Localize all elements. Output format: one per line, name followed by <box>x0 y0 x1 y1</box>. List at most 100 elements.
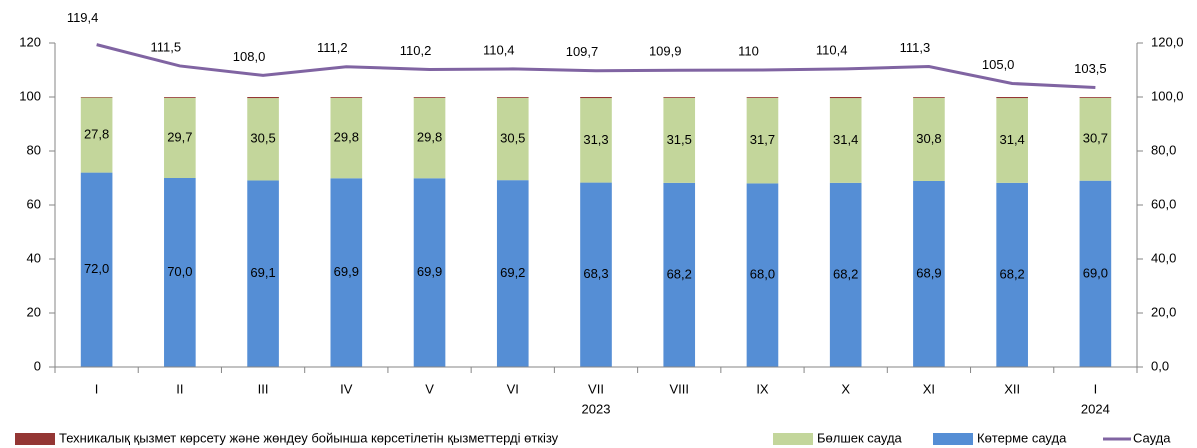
data-label: 29,7 <box>167 129 192 144</box>
bar-segment <box>164 97 196 178</box>
legend-label: Көтерме сауда <box>977 430 1067 445</box>
y2-tick-label: 40,0 <box>1151 250 1176 265</box>
data-label: 70,0 <box>167 264 192 279</box>
x-tick-label: IX <box>756 381 769 396</box>
bar-segment <box>1079 97 1112 181</box>
data-label: 30,7 <box>1083 131 1108 146</box>
bar-segment <box>247 97 279 99</box>
data-label: 29,8 <box>334 129 359 144</box>
x-tick-label: X <box>841 381 850 396</box>
data-label: 31,3 <box>583 132 608 147</box>
bar-segment <box>913 97 945 98</box>
data-label: 30,5 <box>500 130 525 145</box>
y2-tick-label: 20,0 <box>1151 304 1176 319</box>
data-label: 110,2 <box>400 43 432 58</box>
data-label: 105,0 <box>982 57 1015 72</box>
y-tick-label: 100 <box>19 88 41 103</box>
data-label: 111,2 <box>317 40 348 55</box>
bar-segment <box>746 97 779 98</box>
bar-segment <box>80 97 113 98</box>
bar-segment <box>413 178 446 367</box>
y-tick-label: 120 <box>19 34 41 49</box>
bar-segment <box>746 183 779 367</box>
data-label: 29,8 <box>417 129 442 144</box>
bar-segment <box>164 178 196 367</box>
bar-segment <box>164 97 196 98</box>
bar-segment <box>663 182 696 367</box>
data-label: 69,0 <box>1083 265 1108 280</box>
data-label: 109,7 <box>566 44 599 59</box>
x-tick-label: I <box>1094 381 1098 396</box>
bar-segment <box>247 98 279 181</box>
data-label: 69,1 <box>250 265 275 280</box>
x-tick-label: XII <box>1004 381 1020 396</box>
data-label: 109,9 <box>649 44 682 59</box>
x-tick-label: VIII <box>669 381 689 396</box>
bar-segment <box>580 97 612 99</box>
y-tick-label: 20 <box>27 304 41 319</box>
data-label: 31,7 <box>750 132 775 147</box>
bar-segment <box>996 98 1028 183</box>
bar-segment <box>663 97 696 98</box>
line-series <box>96 43 1096 90</box>
legend-label: Техникалық қызмет көрсету және жөндеу бо… <box>59 430 559 445</box>
bar-segment <box>829 182 862 367</box>
bar-segment <box>580 182 612 367</box>
bar-segment <box>1079 97 1112 98</box>
bar-segment <box>80 172 113 367</box>
data-label: 111,3 <box>900 40 931 55</box>
legend-label: Бөлшек сауда <box>817 430 903 445</box>
bar-segment <box>413 97 446 179</box>
x-tick-label: V <box>425 381 434 396</box>
legend-swatch <box>15 433 55 445</box>
bar-segment <box>80 97 113 173</box>
y2-tick-label: 0,0 <box>1151 358 1169 373</box>
bar-segment <box>913 180 945 367</box>
x-tick-label: I <box>95 381 99 396</box>
data-label: 69,9 <box>334 264 359 279</box>
bar-segment <box>580 98 612 183</box>
data-label: 68,2 <box>833 266 858 281</box>
data-label: 68,2 <box>999 266 1024 281</box>
bar-segment <box>330 97 363 98</box>
data-label: 110,4 <box>483 42 515 57</box>
legend-label: Сауда <box>1133 430 1171 445</box>
y-tick-label: 40 <box>27 250 41 265</box>
data-label: 30,5 <box>250 131 275 146</box>
x-tick-label: XI <box>923 381 935 396</box>
data-label: 110 <box>738 43 759 58</box>
bar-segment <box>996 97 1028 99</box>
year-label: 2024 <box>1081 401 1110 416</box>
data-label: 119,4 <box>67 10 99 25</box>
data-label: 68,9 <box>916 265 941 280</box>
bar-segment <box>829 97 862 99</box>
bar-segment <box>829 98 862 183</box>
bar-segment <box>247 180 279 367</box>
bar-segment <box>913 97 945 181</box>
y2-tick-label: 100,0 <box>1151 88 1184 103</box>
bar-segment <box>663 97 696 183</box>
bar-segment <box>746 97 779 184</box>
bar-segment <box>496 97 529 181</box>
data-label: 31,5 <box>667 132 692 147</box>
y2-tick-label: 120,0 <box>1151 34 1184 49</box>
year-label: 2023 <box>582 401 611 416</box>
bar-segment <box>996 182 1028 367</box>
y-tick-label: 80 <box>27 142 41 157</box>
x-tick-label: VI <box>507 381 519 396</box>
data-label: 69,2 <box>500 265 525 280</box>
x-tick-label: IV <box>340 381 353 396</box>
bar-segment <box>330 178 363 367</box>
y2-tick-label: 60,0 <box>1151 196 1176 211</box>
data-label: 27,8 <box>84 127 109 142</box>
x-tick-label: VII <box>588 381 604 396</box>
y-tick-label: 60 <box>27 196 41 211</box>
data-label: 68,3 <box>583 266 608 281</box>
y2-tick-label: 80,0 <box>1151 142 1176 157</box>
y-tick-label: 0 <box>34 358 41 373</box>
data-label: 72,0 <box>84 261 109 276</box>
bar-segment <box>496 180 529 367</box>
bar-segment <box>330 97 363 179</box>
data-label: 111,5 <box>151 39 182 54</box>
